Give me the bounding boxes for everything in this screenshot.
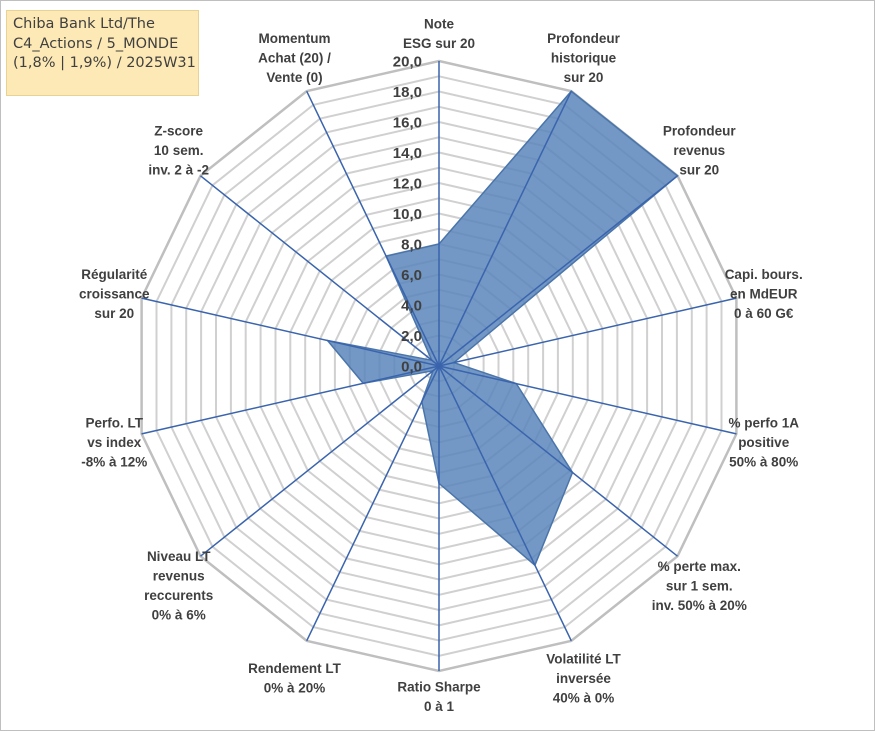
axis-label-line: Capi. bours.: [725, 267, 803, 282]
axis-label-line: Note: [424, 17, 454, 32]
axis-label-line: % perte max.: [658, 559, 741, 574]
axis-spoke: [438, 365, 572, 642]
axis-spoke: [200, 175, 440, 367]
axis-spoke: [141, 365, 440, 435]
axis-label-line: en MdEUR: [730, 287, 798, 302]
axis-label-line: Rendement LT: [248, 661, 342, 676]
axis-label-line: Z-score: [154, 124, 203, 139]
axis-spoke: [438, 175, 678, 367]
axis-label-line: -8% à 12%: [81, 454, 147, 469]
axis-label-line: Vente (0): [266, 70, 322, 85]
axis-spoke: [438, 90, 572, 367]
axis-label-line: revenus: [153, 569, 205, 584]
axis-label-line: positive: [738, 435, 790, 450]
axis-label: Rendement LT 0% à 20%: [248, 661, 342, 696]
radar-tick-labels: 0,0 2,0 4,0 6,0 8,0 10,0 12,0 14,0 16,0 18,0 20,0: [393, 54, 422, 376]
axis-label-line: inv. 2 à -2: [148, 163, 209, 178]
r-tick-label: 16,0: [393, 115, 422, 132]
axis-label-line: Momentum: [259, 31, 331, 46]
r-tick-label: 18,0: [393, 84, 422, 101]
r-tick-label: 10,0: [393, 206, 422, 223]
axis-label-line: vs index: [87, 435, 142, 450]
axis-label-line: 0% à 6%: [152, 608, 206, 623]
axis-spoke: [306, 365, 440, 642]
axis-spoke: [438, 297, 737, 367]
axis-label-line: 50% à 80%: [729, 454, 798, 469]
r-tick-label: 2,0: [401, 328, 422, 345]
axis-label-line: ESG sur 20: [403, 36, 475, 51]
axis-label-line: croissance: [79, 287, 150, 302]
axis-label-line: Niveau LT: [147, 549, 211, 564]
axis-label: Volatilité LT inversée 40% à 0%: [546, 651, 621, 705]
axis-label-line: revenus: [673, 143, 725, 158]
axis-label-line: Volatilité LT: [546, 651, 621, 666]
axis-label: Profondeur revenus sur 20: [663, 124, 736, 178]
axis-spoke: [438, 365, 737, 435]
axis-label-line: Ratio Sharpe: [397, 680, 481, 695]
axis-label-line: 0 à 60 G€: [734, 306, 794, 321]
axis-label: Note ESG sur 20: [403, 17, 475, 52]
axis-label-line: Achat (20) /: [258, 51, 331, 66]
axis-label: Momentum Achat (20) / Vente (0): [258, 31, 331, 85]
axis-label-line: 40% à 0%: [553, 690, 615, 705]
axis-label: % perte max. sur 1 sem. inv. 50% à 20%: [652, 559, 747, 613]
title-line-3: (1,8% | 1,9%) / 2025W31: [13, 55, 196, 71]
r-tick-label: 6,0: [401, 267, 422, 284]
radar-axis-labels: Note ESG sur 20 Profondeur historique sur 20…: [79, 17, 803, 715]
axis-label-line: 0% à 20%: [264, 681, 326, 696]
r-tick-label: 0,0: [401, 359, 422, 376]
title-line-1: Chiba Bank Ltd/The: [13, 16, 155, 32]
axis-label-line: 0 à 1: [424, 699, 455, 714]
axis-label-line: inv. 50% à 20%: [652, 598, 747, 613]
axis-label-line: Perfo. LT: [86, 415, 144, 430]
axis-label-line: sur 20: [564, 70, 604, 85]
axis-label: Capi. bours. en MdEUR 0 à 60 G€: [725, 267, 803, 321]
r-tick-label: 8,0: [401, 237, 422, 254]
axis-label: Profondeur historique sur 20: [547, 31, 620, 85]
title-line-2: C4_Actions / 5_MONDE: [13, 35, 179, 52]
axis-label-line: inversée: [556, 671, 611, 686]
axis-label-line: 10 sem.: [154, 143, 204, 158]
axis-label-line: historique: [551, 51, 617, 66]
axis-label: Z-score 10 sem. inv. 2 à -2: [148, 124, 209, 178]
axis-label-line: Régularité: [81, 267, 148, 282]
radar-spokes: [141, 61, 737, 671]
axis-spoke: [438, 365, 678, 557]
axis-label: Ratio Sharpe 0 à 1: [397, 680, 481, 715]
axis-label: % perfo 1A positive 50% à 80%: [728, 415, 799, 469]
axis-spoke: [306, 90, 440, 367]
axis-spoke: [200, 365, 440, 557]
axis-label-line: sur 1 sem.: [666, 578, 733, 593]
axis-label-line: % perfo 1A: [728, 415, 799, 430]
axis-label-line: sur 20: [679, 163, 719, 178]
r-tick-label: 20,0: [393, 54, 422, 71]
axis-label-line: Profondeur: [547, 31, 620, 46]
axis-spoke: [141, 297, 440, 367]
axis-label-line: Profondeur: [663, 124, 736, 139]
chart-title-box: Chiba Bank Ltd/The C4_Actions / 5_MONDE …: [6, 10, 199, 96]
r-tick-label: 4,0: [401, 298, 422, 315]
r-tick-label: 12,0: [393, 176, 422, 193]
axis-label: Régularité croissance sur 20: [79, 267, 150, 321]
axis-label: Perfo. LT vs index -8% à 12%: [81, 415, 147, 469]
axis-label-line: sur 20: [94, 306, 134, 321]
axis-label: Niveau LT revenus reccurents 0% à 6%: [144, 549, 213, 623]
axis-label-line: reccurents: [144, 588, 213, 603]
r-tick-label: 14,0: [393, 145, 422, 162]
